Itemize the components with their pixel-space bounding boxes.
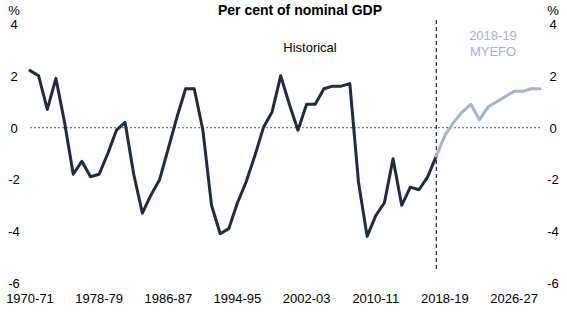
x-tick-label: 1994-95 <box>214 291 262 306</box>
y2-tick <box>540 283 544 284</box>
chart-root: Per cent of nominal GDP%% -6 -4 -2 0 2 4 -6 -4 -2… <box>0 0 567 318</box>
y-tick <box>26 283 30 284</box>
y2-tick <box>540 24 544 25</box>
title: Per cent of nominal GDP <box>218 2 382 18</box>
y-tick-label: -6 <box>8 276 20 291</box>
y2-tick-label: -4 <box>547 224 559 239</box>
y-tick-label: -4 <box>8 224 20 239</box>
y-tick-label: 0 <box>10 121 17 136</box>
series-line <box>30 71 436 237</box>
y-tick <box>26 127 30 128</box>
series-label: 2018-19 MYEFO <box>458 28 528 60</box>
y-tick <box>26 24 30 25</box>
projection-divider <box>436 20 437 269</box>
plot-lines <box>30 71 540 237</box>
y-tick <box>26 75 30 76</box>
y2-tick-label: -6 <box>547 276 559 291</box>
x-tick-label: 2002-03 <box>283 291 331 306</box>
y2-tick <box>540 75 544 76</box>
x-tick-label: 1986-87 <box>144 291 192 306</box>
y2-tick-label: 2 <box>549 69 556 84</box>
y-axis-label: % <box>8 3 20 18</box>
y-tick <box>26 231 30 232</box>
series-line <box>436 89 540 156</box>
x-tick-label: 2026-27 <box>490 291 538 306</box>
y-tick-label: -2 <box>8 172 20 187</box>
x-tick-label: 2018-19 <box>421 291 469 306</box>
x-tick-label: 1978-79 <box>75 291 123 306</box>
series-label: Historical <box>255 40 365 56</box>
y2-tick <box>540 231 544 232</box>
y2-tick-label: -2 <box>547 172 559 187</box>
y2-tick-label: 0 <box>549 121 556 136</box>
y2-axis-label: % <box>547 3 559 18</box>
zero-line <box>30 127 540 128</box>
y2-tick <box>540 179 544 180</box>
y-tick-label: 4 <box>10 17 17 32</box>
y2-tick <box>540 127 544 128</box>
y2-tick-label: 4 <box>549 17 556 32</box>
y-tick-label: 2 <box>10 69 17 84</box>
x-tick-label: 1970-71 <box>6 291 54 306</box>
y-tick <box>26 179 30 180</box>
x-tick-label: 2010-11 <box>352 291 399 306</box>
